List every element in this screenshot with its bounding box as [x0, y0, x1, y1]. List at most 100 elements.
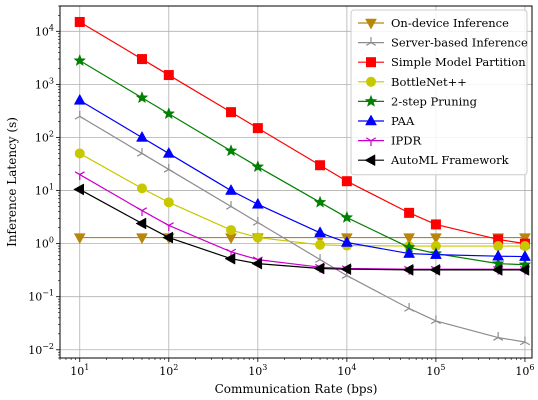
- data-point: [491, 263, 503, 276]
- marker-arm: [141, 207, 148, 212]
- data-point: [492, 249, 505, 261]
- marker-arm: [341, 275, 348, 279]
- data-point: [136, 207, 148, 217]
- marker-arm: [163, 168, 170, 173]
- legend-marker: [366, 76, 376, 87]
- marker-arm: [79, 115, 85, 120]
- marker-arm: [74, 115, 81, 120]
- marker-arm: [230, 248, 237, 253]
- data-point: [135, 91, 149, 104]
- marker-arm: [163, 222, 170, 226]
- data-point: [136, 130, 148, 142]
- data-point: [314, 226, 326, 238]
- data-point: [315, 160, 326, 171]
- data-point: [493, 241, 504, 252]
- data-point: [519, 241, 530, 252]
- data-point: [252, 123, 263, 134]
- marker-arm: [404, 307, 410, 312]
- marker-arm: [435, 320, 441, 325]
- data-point: [315, 239, 326, 250]
- data-point: [340, 210, 354, 223]
- marker-arm: [365, 42, 372, 46]
- data-point: [224, 144, 238, 157]
- data-point: [163, 163, 174, 173]
- y-tick-label: 102: [35, 129, 54, 144]
- series-1: [74, 110, 531, 346]
- data-point: [403, 233, 416, 245]
- data-point: [252, 217, 263, 226]
- legend-entry: BottleNet++: [358, 75, 467, 89]
- x-tick-label: 101: [70, 363, 89, 378]
- series-0: [73, 233, 531, 245]
- data-point: [73, 183, 85, 196]
- legend: On-device Inference Server-based Inferenc…: [350, 9, 528, 176]
- y-tick-label: 100: [35, 236, 54, 251]
- legend-marker: [364, 154, 376, 167]
- data-point: [251, 197, 264, 209]
- data-point: [519, 233, 531, 245]
- data-point: [518, 263, 530, 276]
- x-tick-label: 105: [426, 363, 445, 378]
- legend-entry: PAA: [358, 114, 415, 128]
- x-tick-label: 106: [515, 363, 534, 378]
- marker-arm: [257, 221, 263, 226]
- data-point: [430, 219, 441, 230]
- data-point: [403, 247, 416, 258]
- marker-arm: [257, 256, 263, 261]
- marker-arm: [493, 337, 499, 341]
- legend-marker: [364, 94, 378, 107]
- legend-entry: Simple Model Partition: [358, 55, 526, 69]
- data-point: [404, 302, 415, 312]
- data-point: [429, 248, 442, 259]
- marker-arm: [365, 137, 372, 142]
- plot-frame: [59, 5, 533, 359]
- data-point: [493, 234, 504, 245]
- y-tick-label: 103: [35, 76, 54, 91]
- data-point: [73, 53, 87, 67]
- marker-arm: [370, 137, 377, 142]
- data-point: [225, 233, 237, 245]
- series-5: [73, 93, 531, 261]
- series-layer: [73, 16, 532, 346]
- legend-entry: IPDR: [358, 134, 422, 148]
- data-point: [251, 257, 263, 270]
- legend-box: [350, 9, 528, 176]
- legend-label: Server-based Inference: [391, 36, 528, 50]
- data-point: [225, 201, 237, 210]
- legend-marker: [365, 18, 377, 30]
- data-point: [74, 110, 85, 120]
- data-point: [315, 254, 326, 263]
- legend-entry: On-device Inference: [358, 16, 509, 30]
- marker-arm: [497, 337, 504, 341]
- marker-arm: [79, 171, 85, 176]
- data-point: [136, 233, 148, 245]
- marker-arm: [136, 152, 143, 157]
- data-point: [74, 171, 85, 181]
- data-point: [136, 147, 148, 157]
- y-tick-label: 104: [35, 23, 54, 38]
- marker-arm: [524, 341, 531, 346]
- legend-marker: [365, 114, 377, 126]
- data-point: [252, 232, 263, 243]
- data-point: [163, 197, 174, 208]
- data-point: [429, 263, 441, 276]
- legend-label: AutoML Framework: [390, 153, 510, 167]
- data-point: [225, 184, 237, 195]
- marker-arm: [315, 259, 321, 263]
- marker-arm: [168, 222, 174, 226]
- x-tick-label: 103: [248, 363, 267, 378]
- marker-arm: [225, 248, 232, 253]
- legend-label: On-device Inference: [391, 16, 509, 30]
- marker-arm: [74, 171, 81, 176]
- marker-arm: [252, 256, 259, 261]
- data-point: [135, 217, 147, 230]
- data-point: [163, 222, 174, 231]
- data-point: [73, 233, 86, 245]
- y-tick-label: 10−1: [28, 289, 54, 304]
- legend-label: IPDR: [391, 134, 422, 148]
- y-axis-label: Inference Latency (s): [5, 117, 19, 247]
- marker-arm: [136, 207, 143, 212]
- data-point: [430, 315, 441, 325]
- x-axis-label: Communication Rate (bps): [215, 382, 378, 396]
